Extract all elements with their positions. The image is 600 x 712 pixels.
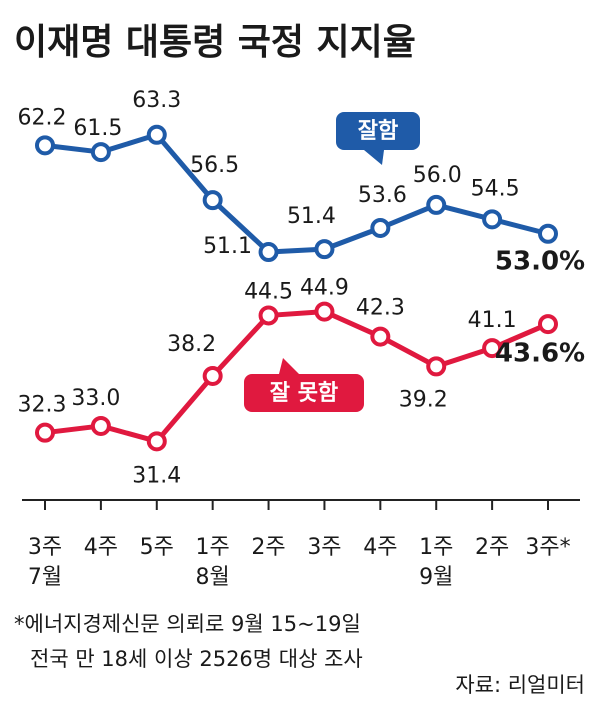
x-tick-label: 5주 <box>140 535 174 560</box>
x-tick-label: 9월 <box>419 565 453 590</box>
x-tick-label: 8월 <box>196 565 230 590</box>
point <box>314 239 335 260</box>
point <box>258 305 279 326</box>
x-tick-label: 4주 <box>84 535 118 560</box>
data-label: 56.5 <box>190 153 239 178</box>
x-tick-label: 1주 <box>419 535 453 560</box>
point <box>426 194 447 215</box>
data-label: 44.9 <box>300 276 349 301</box>
point <box>482 338 503 359</box>
data-label: 53.6 <box>358 183 407 208</box>
legend-tail <box>364 150 384 165</box>
point <box>538 314 558 335</box>
legend-box <box>336 112 420 150</box>
point <box>202 365 223 386</box>
data-label: 38.2 <box>167 332 216 357</box>
point <box>146 124 167 145</box>
point <box>146 431 167 452</box>
x-tick-label: 4주 <box>363 535 397 560</box>
point <box>35 422 55 443</box>
data-label: 41.1 <box>468 308 517 333</box>
data-label: 61.5 <box>73 116 122 141</box>
point <box>202 190 223 211</box>
x-tick-label: 2주 <box>475 535 509 560</box>
data-label: 39.2 <box>399 387 448 412</box>
point <box>426 356 447 377</box>
point <box>314 301 335 322</box>
point <box>90 142 111 163</box>
point <box>538 223 558 244</box>
point <box>370 326 391 347</box>
x-tick-label: 3주* <box>525 535 570 560</box>
point <box>482 209 503 230</box>
legend-tail <box>279 358 299 374</box>
line <box>44 132 549 255</box>
data-label: 33.0 <box>71 386 120 411</box>
data-label: 51.1 <box>203 234 252 259</box>
point <box>35 135 55 156</box>
note: 전국 만 18세 이상 2526명 대상 조사 <box>30 647 363 671</box>
x-tick-label: 2주 <box>251 535 285 560</box>
data-label: 44.5 <box>244 279 293 304</box>
data-label: 42.3 <box>356 296 405 321</box>
line <box>44 309 549 444</box>
point <box>370 217 391 238</box>
legend-label: 잘 못함 <box>270 381 338 406</box>
x-tick-label: 3주 <box>28 535 62 560</box>
data-label: 62.2 <box>18 105 67 130</box>
x-tick-label: 1주 <box>196 535 230 560</box>
data-label: 53.0% <box>495 246 585 276</box>
chart-title: 이재명 대통령 국정 지지율 <box>14 22 416 63</box>
legend-box <box>244 374 364 412</box>
point <box>258 242 279 263</box>
x-tick-label: 3주 <box>307 535 341 560</box>
data-label: 63.3 <box>132 88 181 113</box>
x-tick-label: 7월 <box>28 565 62 590</box>
data-label: 43.6% <box>495 339 585 369</box>
note: *에너지경제신문 의뢰로 9월 15~19일 <box>14 612 361 636</box>
data-label: 51.4 <box>287 204 336 229</box>
data-label: 56.0 <box>413 163 462 188</box>
data-label: 54.5 <box>471 176 520 201</box>
legend-label: 잘함 <box>358 119 398 144</box>
point <box>90 415 111 436</box>
data-label: 32.3 <box>18 393 67 418</box>
source: 자료: 리얼미터 <box>455 673 585 697</box>
data-label: 31.4 <box>132 463 181 488</box>
